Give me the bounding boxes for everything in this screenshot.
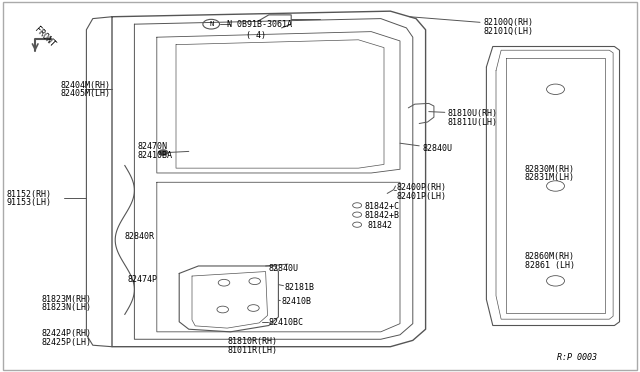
Text: FRONT: FRONT — [33, 25, 57, 49]
Text: 82470N: 82470N — [138, 142, 168, 151]
Text: 81842: 81842 — [368, 221, 393, 230]
Text: 81810R(RH): 81810R(RH) — [227, 337, 277, 346]
Text: 82831M(LH): 82831M(LH) — [525, 173, 575, 182]
Text: 81152(RH): 81152(RH) — [6, 190, 51, 199]
Text: 81823M(RH): 81823M(RH) — [42, 295, 92, 304]
Text: 82424P(RH): 82424P(RH) — [42, 329, 92, 338]
Text: 82401P(LH): 82401P(LH) — [397, 192, 447, 201]
Circle shape — [159, 150, 168, 155]
Text: 82181B: 82181B — [285, 283, 315, 292]
Text: 82474P: 82474P — [128, 275, 158, 284]
Text: 82101Q(LH): 82101Q(LH) — [483, 27, 533, 36]
Text: 81842+B: 81842+B — [365, 211, 400, 220]
Text: 82840R: 82840R — [125, 232, 155, 241]
Text: R:P 0003: R:P 0003 — [557, 353, 596, 362]
Text: 82861 (LH): 82861 (LH) — [525, 261, 575, 270]
Text: 82425P(LH): 82425P(LH) — [42, 338, 92, 347]
Text: 81810U(RH): 81810U(RH) — [448, 109, 498, 118]
Text: 82404M(RH): 82404M(RH) — [61, 81, 111, 90]
Text: 81823N(LH): 81823N(LH) — [42, 303, 92, 312]
Text: N: N — [209, 21, 213, 27]
Text: 81011R(LH): 81011R(LH) — [227, 346, 277, 355]
Text: 82830M(RH): 82830M(RH) — [525, 165, 575, 174]
Text: 91153(LH): 91153(LH) — [6, 198, 51, 207]
Text: 81811U(LH): 81811U(LH) — [448, 118, 498, 126]
Text: 82410BA: 82410BA — [138, 151, 173, 160]
Text: 82400P(RH): 82400P(RH) — [397, 183, 447, 192]
Text: 82100Q(RH): 82100Q(RH) — [483, 18, 533, 27]
Text: 82860M(RH): 82860M(RH) — [525, 252, 575, 261]
Text: 81842+C: 81842+C — [365, 202, 400, 211]
Text: 82840U: 82840U — [422, 144, 452, 153]
Text: 82840U: 82840U — [269, 264, 299, 273]
Text: N 0B91B-3061A: N 0B91B-3061A — [227, 20, 292, 29]
Text: 82405M(LH): 82405M(LH) — [61, 89, 111, 98]
Text: 82410B: 82410B — [282, 297, 312, 306]
Text: 82410BC: 82410BC — [269, 318, 304, 327]
Text: ( 4): ( 4) — [246, 31, 266, 40]
